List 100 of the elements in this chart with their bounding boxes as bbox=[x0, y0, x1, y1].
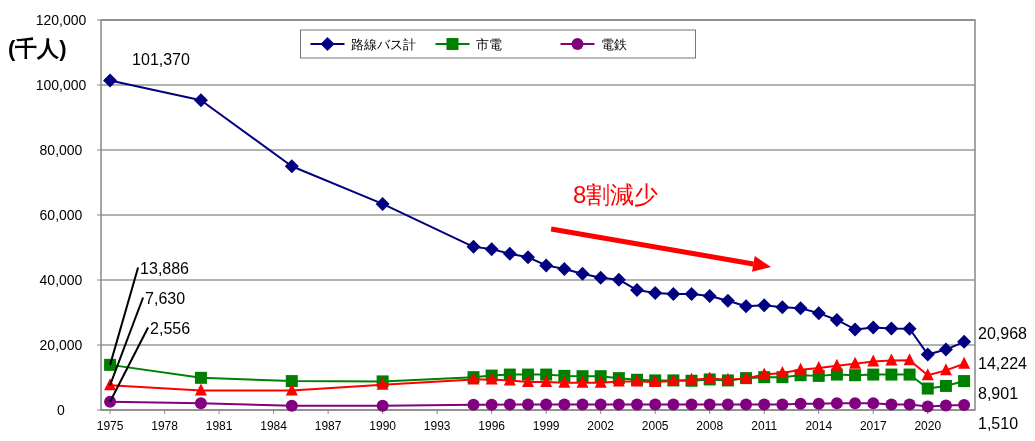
point bbox=[466, 239, 481, 254]
point bbox=[758, 398, 771, 411]
x-tick-label: 1990 bbox=[369, 419, 397, 433]
point bbox=[631, 398, 644, 411]
data-label: 2,556 bbox=[150, 319, 191, 337]
point bbox=[794, 362, 807, 375]
point bbox=[921, 382, 934, 395]
point bbox=[720, 293, 735, 308]
point bbox=[958, 399, 971, 412]
point bbox=[375, 196, 390, 211]
point bbox=[849, 356, 862, 369]
x-tick-label: 1978 bbox=[151, 419, 179, 433]
point bbox=[884, 321, 899, 336]
point bbox=[485, 398, 498, 411]
x-tick-label: 1999 bbox=[532, 419, 560, 433]
point bbox=[775, 300, 790, 315]
x-tick-label: 1987 bbox=[314, 419, 342, 433]
point bbox=[576, 398, 589, 411]
point bbox=[885, 398, 898, 411]
point bbox=[920, 347, 935, 362]
point bbox=[558, 398, 571, 411]
point bbox=[284, 159, 299, 174]
point bbox=[939, 379, 952, 392]
x-tick-label: 2005 bbox=[641, 419, 669, 433]
point bbox=[866, 320, 881, 335]
point bbox=[194, 397, 207, 410]
y-tick-label: 0 bbox=[57, 402, 66, 418]
point bbox=[648, 286, 663, 300]
x-tick-label: 1981 bbox=[205, 419, 233, 433]
point bbox=[685, 398, 698, 411]
y-tick-label: 60,000 bbox=[39, 207, 83, 223]
point bbox=[103, 73, 118, 88]
point bbox=[867, 368, 880, 381]
point bbox=[903, 368, 916, 381]
x-tick-label: 1984 bbox=[260, 419, 288, 433]
point bbox=[522, 375, 535, 388]
point bbox=[194, 383, 207, 396]
point bbox=[285, 399, 298, 412]
point bbox=[594, 398, 607, 411]
x-tick-label: 1975 bbox=[96, 419, 124, 433]
y-tick-label: 40,000 bbox=[39, 272, 83, 288]
point bbox=[193, 93, 208, 108]
point bbox=[811, 306, 826, 321]
point bbox=[957, 334, 972, 349]
point bbox=[939, 399, 952, 412]
point bbox=[740, 398, 753, 411]
point bbox=[939, 363, 952, 376]
x-tick-label: 2014 bbox=[805, 419, 833, 433]
point bbox=[903, 353, 916, 366]
point bbox=[867, 354, 880, 367]
point bbox=[849, 369, 862, 382]
point bbox=[794, 397, 807, 410]
data-label: 8,901 bbox=[978, 384, 1019, 402]
point bbox=[684, 286, 699, 301]
x-tick-label: 2020 bbox=[914, 419, 942, 433]
point bbox=[885, 353, 898, 366]
point bbox=[739, 299, 754, 314]
point bbox=[484, 242, 499, 257]
data-label: 13,886 bbox=[140, 259, 190, 277]
point bbox=[867, 397, 880, 410]
x-tick-label: 1993 bbox=[423, 419, 451, 433]
legend-label: 市電 bbox=[475, 37, 502, 52]
point bbox=[776, 398, 789, 411]
annotation: 8割減少 bbox=[573, 181, 659, 208]
point bbox=[849, 397, 862, 410]
point bbox=[539, 258, 554, 273]
legend-label: 路線バス計 bbox=[350, 37, 416, 52]
x-tick-label: 2002 bbox=[587, 419, 615, 433]
legend-label: 電鉄 bbox=[600, 37, 627, 52]
point bbox=[667, 398, 680, 411]
point bbox=[521, 250, 536, 265]
point bbox=[649, 398, 662, 411]
data-label: 7,630 bbox=[145, 289, 186, 307]
x-tick-label: 2017 bbox=[859, 419, 887, 433]
point bbox=[830, 358, 843, 371]
point bbox=[812, 361, 825, 374]
point bbox=[502, 246, 517, 261]
point bbox=[612, 398, 625, 411]
point bbox=[830, 397, 843, 410]
data-label: 1,510 bbox=[978, 414, 1019, 432]
point bbox=[776, 365, 789, 378]
point bbox=[503, 398, 516, 411]
data-label: 101,370 bbox=[132, 50, 191, 68]
point bbox=[630, 283, 645, 298]
y-tick-label: 120,000 bbox=[35, 12, 87, 28]
point bbox=[921, 400, 934, 413]
point bbox=[702, 288, 717, 303]
point bbox=[958, 375, 971, 388]
data-label: 14,224 bbox=[978, 354, 1028, 372]
point bbox=[540, 375, 553, 388]
point bbox=[611, 272, 626, 287]
point bbox=[194, 371, 207, 384]
point bbox=[594, 375, 607, 388]
data-label: 20,968 bbox=[978, 324, 1028, 342]
point bbox=[938, 342, 953, 357]
point bbox=[522, 398, 535, 411]
y-axis-title: (千人) bbox=[8, 36, 67, 61]
point bbox=[575, 266, 590, 281]
point bbox=[757, 298, 772, 313]
x-tick-label: 1996 bbox=[478, 419, 506, 433]
